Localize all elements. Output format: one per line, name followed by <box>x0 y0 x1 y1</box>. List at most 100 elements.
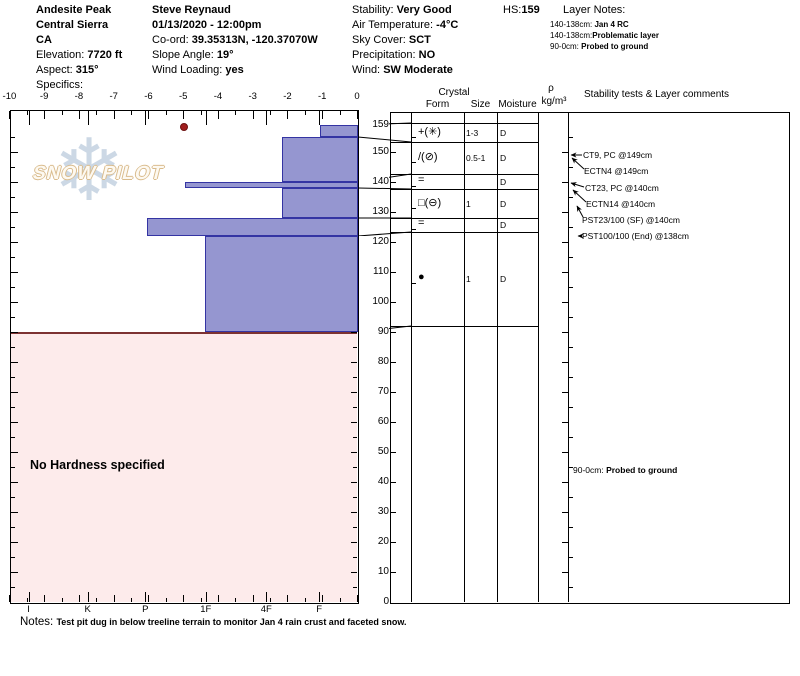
temp-axis-tick <box>78 111 80 119</box>
layer-hardness-bar <box>147 218 358 236</box>
layer-row-line <box>390 174 538 175</box>
grain-form-cell: +(✳) <box>418 125 441 138</box>
stability-test-label: ECTN4 @149cm <box>584 166 649 176</box>
depth-tick-right <box>351 452 357 453</box>
density-axis-tick-minor <box>569 557 573 558</box>
hardness-axis-label: 4F <box>260 604 272 615</box>
temp-axis-label: -3 <box>248 91 257 102</box>
table-depth-tick <box>391 392 396 393</box>
row-leader-mark <box>412 229 416 230</box>
temp-axis-label: -10 <box>2 91 17 102</box>
temp-axis-minor-tick-bottom <box>304 598 306 602</box>
coordinates: Co-ord: 39.35313N, -120.37070W <box>152 34 318 46</box>
density-axis-tick-major <box>562 332 568 333</box>
stability-test-label: PST100/100 (End) @138cm <box>582 231 689 241</box>
hardness-tick-bottom <box>266 592 268 602</box>
grain-size-cell: 1 <box>466 198 471 209</box>
form-header: Form <box>425 99 450 110</box>
hardness-tick-top <box>266 111 268 125</box>
density-axis-tick-major <box>562 542 568 543</box>
temp-axis-minor-tick <box>96 111 98 115</box>
grain-form-cell: = <box>418 173 425 186</box>
depth-tick-left <box>11 512 18 513</box>
temp-axis-tick <box>113 111 115 119</box>
layer-row-line <box>390 123 538 124</box>
temp-axis-label: -8 <box>74 91 84 102</box>
temp-axis-tick <box>183 111 185 119</box>
moisture-cell: D <box>500 153 507 163</box>
temp-axis-label: -5 <box>178 91 188 102</box>
depth-tick-left <box>11 482 18 483</box>
density-axis-tick-minor <box>569 287 573 288</box>
temp-axis-label: -6 <box>144 91 153 102</box>
density-axis-tick-minor <box>569 377 573 378</box>
depth-scale-label: 130 <box>359 206 389 217</box>
row-leader-mark <box>412 185 416 187</box>
depth-tick-right <box>351 512 357 513</box>
sky-cover: Sky Cover: SCT <box>352 34 431 46</box>
hardness-tick-bottom <box>145 592 147 602</box>
depth-tick-left <box>11 227 15 228</box>
density-axis-tick-minor <box>569 527 573 528</box>
temp-axis-tick-bottom <box>357 595 358 602</box>
layer-row-line <box>390 326 538 327</box>
hardness-axis-label: F <box>316 604 323 615</box>
no-hardness-region: No Hardness specified <box>11 332 357 602</box>
hardness-axis-label: 1F <box>200 604 212 615</box>
depth-tick-left <box>11 362 18 363</box>
density-axis-tick-major <box>562 212 568 213</box>
depth-tick-right <box>351 362 357 363</box>
table-depth-tick <box>391 422 396 423</box>
grain-size-cell: 1 <box>466 274 471 284</box>
stability: Stability: Very Good <box>352 4 452 16</box>
temp-axis-minor-tick-bottom <box>26 598 28 602</box>
table-depth-tick <box>391 212 396 213</box>
moisture-cell: D <box>500 176 507 187</box>
temp-axis-minor-tick-bottom <box>270 598 272 602</box>
snowpilot-logo-text: SNOW PILOT <box>30 163 167 184</box>
density-axis-tick-minor <box>569 347 573 348</box>
temp-axis-minor-tick-bottom <box>339 598 341 602</box>
depth-tick-left <box>11 182 18 183</box>
depth-scale-label: 100 <box>359 296 389 307</box>
air-temperature: Air Temperature: -4°C <box>352 19 459 31</box>
layer-hardness-bar <box>185 182 358 188</box>
depth-tick-left <box>11 167 15 168</box>
grain-form-cell: /(⊘) <box>418 151 438 163</box>
layer-table-box <box>390 112 790 604</box>
density-axis <box>568 112 569 602</box>
table-depth-tick <box>391 482 396 483</box>
depth-tick-left <box>11 527 15 528</box>
hardness-tick-bottom <box>205 592 207 602</box>
temp-axis-tick <box>44 111 46 119</box>
depth-tick-left <box>11 317 15 318</box>
probed-note: 90-0cm: Probed to ground <box>573 465 678 475</box>
density-axis-tick-major <box>562 572 568 573</box>
depth-tick-left <box>11 152 18 153</box>
density-axis-tick-minor <box>569 497 573 498</box>
depth-tick-left <box>11 347 15 348</box>
temp-axis-minor-tick-bottom <box>200 598 202 602</box>
moisture-cell: D <box>500 127 507 138</box>
density-axis-tick-major <box>562 392 568 393</box>
layer-note: 140-138cm: Jan 4 RC <box>550 20 629 29</box>
snowflake-logo-icon: ❄ <box>53 123 126 219</box>
temp-axis-minor-tick <box>61 111 63 115</box>
grid-line <box>538 112 539 602</box>
temp-axis-tick <box>357 111 358 119</box>
depth-tick-right <box>351 542 357 543</box>
temp-axis-label: 0 <box>354 91 360 102</box>
temp-axis-tick-bottom <box>322 595 324 602</box>
density-axis-tick-minor <box>569 197 573 198</box>
grain-form-cell: = <box>418 217 425 229</box>
depth-scale-label: 0 <box>359 596 389 607</box>
grain-form-cell: ● <box>418 271 425 283</box>
depth-tick-left <box>11 497 15 498</box>
layer-notes-title: Layer Notes: <box>563 4 626 16</box>
depth-tick-right <box>353 527 357 528</box>
depth-scale-label: 40 <box>359 476 389 487</box>
grain-form-cell: □(⊖) <box>418 196 442 209</box>
moisture-header: Moisture <box>498 99 537 110</box>
table-depth-tick <box>391 152 396 153</box>
